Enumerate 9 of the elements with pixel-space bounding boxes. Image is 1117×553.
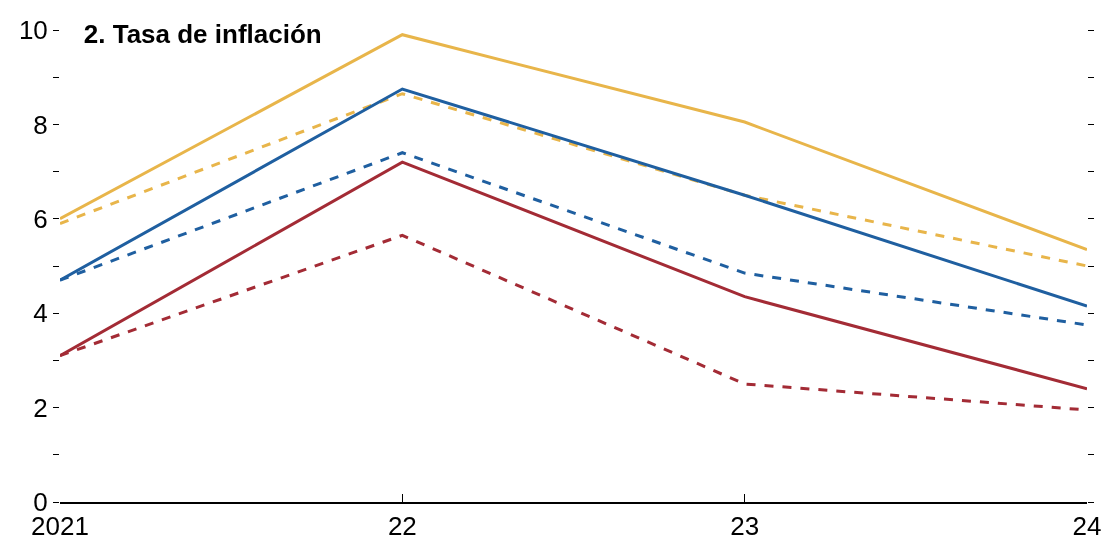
y-tick-label: 10 bbox=[18, 15, 48, 46]
y-tick-label: 6 bbox=[33, 203, 48, 234]
x-tick-label: 23 bbox=[730, 510, 760, 541]
y-tick-label: 2 bbox=[33, 392, 48, 423]
x-tick-label: 24 bbox=[1072, 510, 1102, 541]
x-tick-label: 22 bbox=[387, 510, 417, 541]
chart-title: 2. Tasa de inflación bbox=[83, 19, 322, 50]
y-tick-label: 4 bbox=[33, 298, 48, 329]
y-tick-label: 8 bbox=[33, 109, 48, 140]
